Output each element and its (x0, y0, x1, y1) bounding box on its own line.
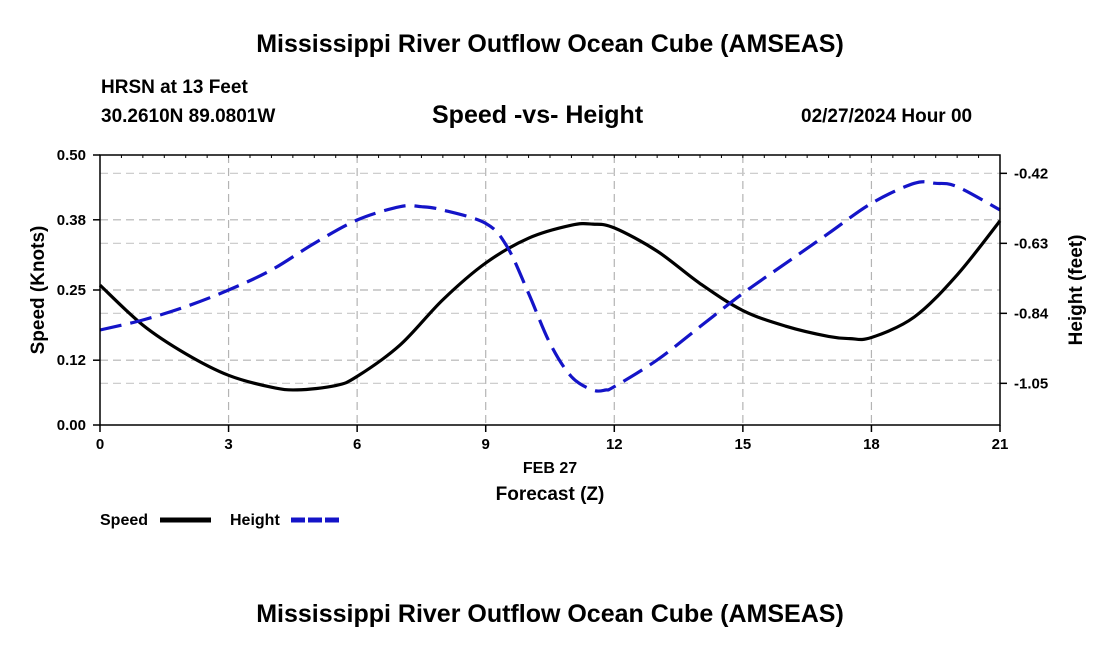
y-tick-label: 0.38 (57, 212, 86, 229)
y2-tick-label: -0.63 (1014, 235, 1048, 252)
page-title: Mississippi River Outflow Ocean Cube (AM… (256, 30, 844, 58)
y-tick-label: 0.25 (57, 282, 86, 299)
x-tick-label: 3 (224, 436, 232, 453)
footer-title: Mississippi River Outflow Ocean Cube (AM… (256, 600, 844, 628)
x-axis-label: Forecast (Z) (496, 484, 605, 505)
x-tick-label: 0 (96, 436, 104, 453)
x-tick-label: 6 (353, 436, 361, 453)
y2-axis-label: Height (feet) (1066, 235, 1087, 346)
y-tick-label: 0.12 (57, 352, 86, 369)
x-tick-label: 15 (735, 436, 752, 453)
station-coordinates: 30.2610N 89.0801W (101, 106, 276, 127)
x-tick-label: 9 (482, 436, 490, 453)
y2-tick-label: -0.42 (1014, 165, 1048, 182)
legend-label: Height (230, 512, 280, 529)
x-tick-label: 21 (992, 436, 1009, 453)
x-tick-label: 12 (606, 436, 623, 453)
x-axis-date-label: FEB 27 (523, 460, 577, 477)
grid-layer (100, 155, 1000, 425)
y-axis-label: Speed (Knots) (28, 226, 49, 355)
series-speed-line (98, 219, 1002, 392)
series-layer (98, 180, 1002, 393)
legend: Speed Height (100, 512, 342, 529)
forecast-date: 02/27/2024 Hour 00 (801, 106, 973, 127)
y2-tick-label: -0.84 (1014, 305, 1049, 322)
legend-label: Speed (100, 512, 148, 529)
y2-tick-label: -1.05 (1014, 375, 1048, 392)
chart-subtitle: Speed -vs- Height (432, 101, 644, 129)
y-tick-label: 0.00 (57, 417, 86, 434)
series-height-line (99, 180, 1001, 393)
axis-layer: 0 3 6 9 12 15 18 21 0.00 0.12 0.25 0.38 0.50 -0.42 -0.… (57, 147, 1049, 453)
station-label: HRSN at 13 Feet (101, 77, 248, 98)
x-tick-label: 18 (863, 436, 880, 453)
y-tick-label: 0.50 (57, 147, 86, 164)
